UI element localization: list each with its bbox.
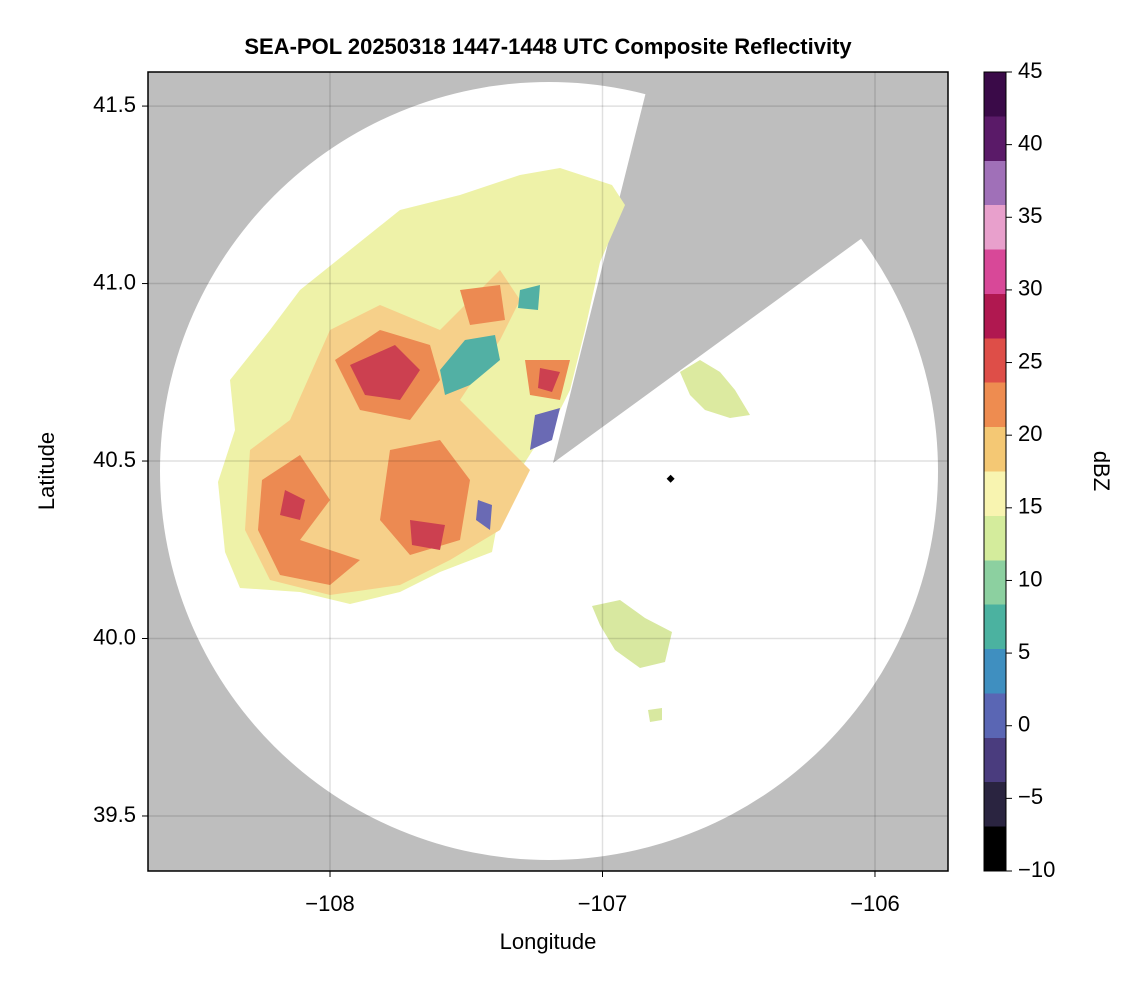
colorbar-tick-label: 35 [1018,203,1042,228]
colorbar-tick-label: 30 [1018,276,1042,301]
echo-east [680,360,750,418]
colorbar-tick-label: 5 [1018,639,1030,664]
x-tick-label: −106 [850,891,900,916]
colorbar-tick-label: 20 [1018,421,1042,446]
colorbar-tick-label: 25 [1018,348,1042,373]
x-tick-label: −108 [305,891,355,916]
echo-strong [258,285,570,585]
chart-title: SEA-POL 20250318 1447-1448 UTC Composite… [244,34,852,59]
y-axis-label: Latitude [34,432,59,510]
echo-south [592,600,672,722]
y-tick-label: 41.0 [93,269,136,294]
plot-frame [147,71,949,872]
marker [666,474,675,483]
colorbar-tick-label: 45 [1018,58,1042,83]
colorbar [983,71,1007,872]
colorbar-tick-label: 15 [1018,494,1042,519]
colorbar-tick-label: −5 [1018,784,1043,809]
colorbar-tick-label: 40 [1018,130,1042,155]
y-tick-label: 40.5 [93,447,136,472]
colorbar-tick-label: −10 [1018,857,1055,882]
map-area [148,72,948,871]
colorbar-label: dBZ [1089,451,1114,491]
x-tick-label: −107 [578,891,628,916]
reflectivity-field [218,168,750,722]
y-tick-label: 40.0 [93,624,136,649]
blocked-sector [553,72,948,463]
x-axis-label: Longitude [500,929,597,954]
colorbar-tick-label: 10 [1018,566,1042,591]
echo-edge [476,408,560,530]
y-tick-label: 39.5 [93,802,136,827]
axes [142,72,948,877]
y-tick-label: 41.5 [93,92,136,117]
echo-teal [440,285,540,395]
colorbar-tick-label: 0 [1018,712,1030,737]
